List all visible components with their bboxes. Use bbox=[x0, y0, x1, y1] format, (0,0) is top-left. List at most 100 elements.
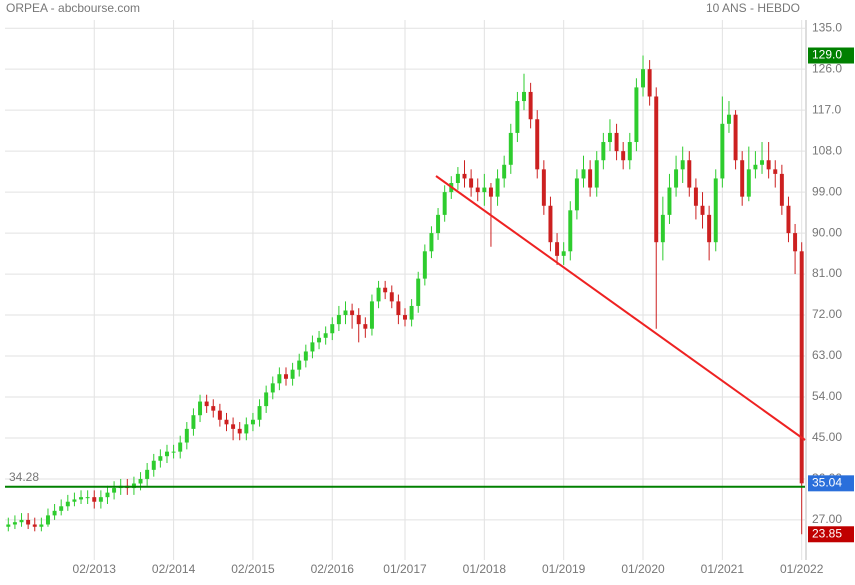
candle-body bbox=[502, 164, 507, 179]
x-tick-label: 02/2014 bbox=[152, 562, 196, 576]
y-tick-label: 90.00 bbox=[812, 225, 842, 239]
candle-body bbox=[667, 187, 672, 215]
x-tick-label: 01/2019 bbox=[542, 562, 586, 576]
candle-body bbox=[224, 419, 229, 425]
candle-body bbox=[6, 524, 11, 527]
chart-title: ORPEA - abcbourse.com bbox=[6, 1, 140, 15]
candle-body bbox=[244, 424, 249, 434]
price-badge-label: 35.04 bbox=[812, 475, 842, 489]
horizontal-line-label: 34.28 bbox=[9, 470, 39, 484]
candle-body bbox=[726, 114, 731, 124]
candle-body bbox=[323, 333, 328, 338]
candle-body bbox=[52, 510, 57, 516]
candle-body bbox=[713, 178, 718, 243]
y-tick-label: 126.0 bbox=[812, 61, 842, 75]
candle-body bbox=[257, 406, 262, 420]
price-badge bbox=[808, 475, 854, 492]
candle-body bbox=[145, 469, 150, 479]
candle-body bbox=[72, 499, 77, 502]
candle-body bbox=[707, 214, 712, 243]
candle-body bbox=[779, 173, 784, 206]
candle-body bbox=[250, 419, 255, 425]
candle-body bbox=[389, 292, 394, 302]
candle-body bbox=[12, 522, 17, 525]
candle-body bbox=[495, 178, 500, 197]
x-tick-label: 01/2018 bbox=[463, 562, 507, 576]
candle-body bbox=[654, 96, 659, 243]
candle-body bbox=[217, 410, 222, 420]
candle-body bbox=[330, 324, 335, 334]
y-tick-label: 117.0 bbox=[812, 102, 841, 116]
candle-body bbox=[561, 251, 566, 256]
candle-body bbox=[383, 287, 388, 293]
annotations: 34.28 129.0 35.04 23.85 bbox=[5, 47, 854, 543]
candle-body bbox=[284, 374, 288, 379]
candle-body bbox=[475, 187, 480, 193]
candle-body bbox=[270, 383, 275, 393]
candle-body bbox=[607, 132, 612, 143]
candle-body bbox=[753, 164, 758, 170]
candle-body bbox=[641, 69, 645, 88]
y-tick-label: 108.0 bbox=[812, 143, 842, 157]
candle-body bbox=[112, 488, 117, 493]
candle-body bbox=[310, 342, 315, 352]
candle-body bbox=[105, 492, 110, 498]
candle-body bbox=[59, 506, 64, 511]
candle-body bbox=[740, 160, 745, 197]
candle-body bbox=[409, 305, 414, 320]
candle-body bbox=[634, 87, 639, 143]
y-tick-label: 27.00 bbox=[812, 512, 842, 526]
candles bbox=[6, 55, 804, 535]
candle-body bbox=[436, 214, 441, 234]
price-badge-label: 23.85 bbox=[812, 526, 842, 540]
candle-body bbox=[535, 119, 540, 170]
candle-body bbox=[343, 310, 348, 316]
candle-body bbox=[231, 424, 236, 429]
candle-body bbox=[548, 205, 553, 243]
candle-body bbox=[614, 132, 619, 152]
candle-body bbox=[515, 101, 520, 133]
candle-body bbox=[317, 337, 322, 343]
x-tick-label: 02/2013 bbox=[73, 562, 117, 576]
candle-body bbox=[184, 428, 189, 443]
candle-body bbox=[786, 205, 791, 234]
candle-body bbox=[363, 324, 368, 329]
candle-body bbox=[462, 173, 467, 179]
candle-body bbox=[336, 315, 341, 325]
candle-body bbox=[581, 169, 586, 179]
candle-body bbox=[45, 515, 50, 525]
candle-body bbox=[165, 451, 169, 457]
y-tick-label: 81.00 bbox=[812, 266, 842, 280]
candle-body bbox=[98, 497, 103, 502]
y-tick-label: 63.00 bbox=[812, 348, 842, 362]
chart-subtitle: 10 ANS - HEBDO bbox=[706, 1, 800, 15]
candle-body bbox=[528, 91, 533, 120]
candle-body bbox=[660, 214, 665, 243]
y-tick-label: 54.00 bbox=[812, 389, 842, 403]
y-tick-label: 99.00 bbox=[812, 184, 842, 198]
y-tick-label: 135.0 bbox=[812, 20, 842, 34]
candle-body bbox=[376, 287, 381, 302]
candle-body bbox=[79, 497, 84, 500]
candle-body bbox=[541, 169, 546, 206]
candle-body bbox=[204, 401, 209, 407]
candle-body bbox=[555, 242, 560, 256]
candle-body bbox=[131, 483, 136, 489]
candle-body bbox=[151, 460, 156, 470]
candle-body bbox=[39, 524, 44, 527]
candle-body bbox=[138, 478, 143, 484]
candle-body bbox=[290, 369, 295, 379]
candle-body bbox=[574, 178, 579, 211]
y-tick-label: 45.00 bbox=[812, 430, 842, 444]
price-badge bbox=[808, 47, 854, 64]
candle-body bbox=[482, 187, 487, 193]
x-tick-label: 02/2015 bbox=[231, 562, 275, 576]
candle-body bbox=[773, 169, 778, 174]
candle-body bbox=[237, 428, 242, 434]
x-tick-label: 01/2020 bbox=[621, 562, 665, 576]
candle-body bbox=[416, 278, 421, 306]
price-badge bbox=[808, 526, 854, 543]
candle-body bbox=[647, 69, 652, 97]
candle-body bbox=[350, 310, 355, 316]
